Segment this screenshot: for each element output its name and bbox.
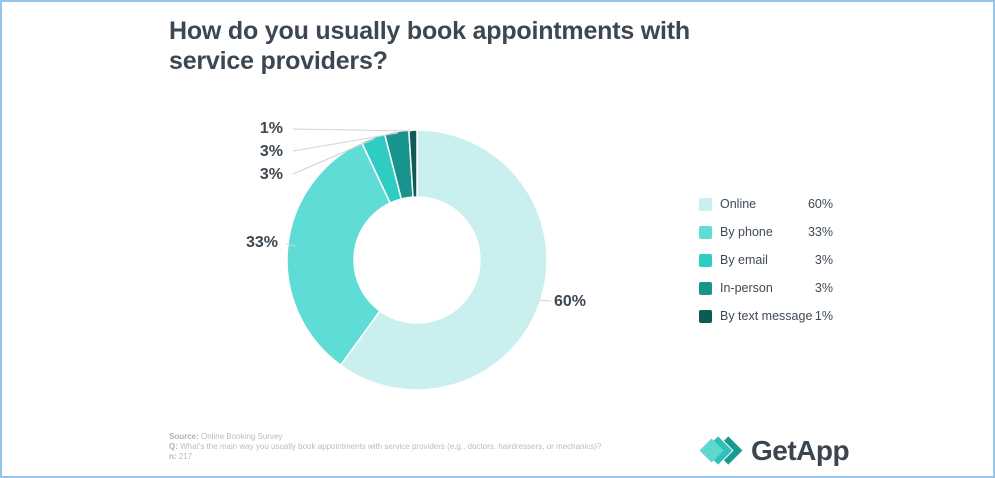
footnote-sample-size: n: 217: [169, 452, 193, 461]
legend-value: 3%: [814, 253, 833, 267]
footnote: Source: Online Booking Survey Q: What's …: [169, 432, 689, 462]
getapp-logo-text: GetApp: [751, 434, 850, 466]
slice-value-label-by-email: 3%: [259, 166, 283, 183]
legend-value: 3%: [814, 281, 833, 295]
donut-slice-online: [339, 129, 548, 391]
legend-row: By text message 1%: [699, 302, 833, 330]
legend-swatch: [699, 281, 712, 295]
leader-line: [292, 132, 399, 152]
legend-swatch: [699, 309, 712, 323]
slice-value-label-by-text-message: 1%: [259, 120, 283, 137]
legend-label: By text message: [720, 309, 813, 323]
chart-title: How do you usually book appointments wit…: [169, 17, 690, 75]
leader-line: [292, 138, 375, 175]
slice-value-label-by-phone: 33%: [245, 234, 278, 251]
leader-line: [538, 299, 552, 302]
footnote-question: Q: What's the main way you usually book …: [169, 442, 602, 451]
slice-value-label-in-person: 3%: [259, 143, 283, 160]
legend-row: Online 60%: [699, 190, 833, 218]
getapp-logo: GetApp: [700, 432, 850, 469]
legend-value: 60%: [807, 197, 833, 211]
donut-slice-by-phone: [286, 141, 392, 367]
legend-label: Online: [720, 197, 757, 211]
legend-row: By phone 33%: [699, 218, 833, 246]
slice-value-label-online: 60%: [554, 293, 587, 310]
donut-slice-by-text-message: [408, 129, 418, 198]
legend-value: 1%: [814, 309, 833, 323]
getapp-logo-icon: [700, 436, 743, 465]
legend-row: In-person 3%: [699, 274, 833, 302]
leader-line: [292, 128, 413, 132]
legend-label: In-person: [720, 281, 773, 295]
legend: Online 60% By phone 33% By email 3% In-p…: [699, 190, 833, 330]
legend-value: 33%: [807, 225, 833, 239]
legend-label: By email: [720, 253, 768, 267]
legend-swatch: [699, 225, 712, 239]
legend-row: By email 3%: [699, 246, 833, 274]
leader-line: [285, 243, 297, 247]
legend-label: By phone: [720, 225, 773, 239]
legend-swatch: [699, 253, 712, 267]
footnote-source: Source: Online Booking Survey: [169, 432, 283, 441]
legend-swatch: [699, 197, 712, 211]
